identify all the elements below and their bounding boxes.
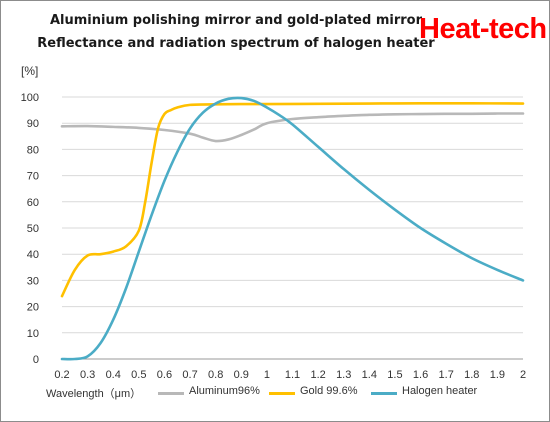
- y-tick-label-30: 30: [27, 275, 39, 287]
- x-tick-label-0.3: 0.3: [80, 369, 95, 381]
- x-tick-label-1.5: 1.5: [387, 369, 402, 381]
- legend-swatch-halogen: [371, 392, 397, 395]
- y-tick-label-90: 90: [27, 118, 39, 130]
- y-tick-label-100: 100: [21, 92, 39, 104]
- x-tick-label-1.1: 1.1: [285, 369, 300, 381]
- x-tick-label-1.7: 1.7: [439, 369, 454, 381]
- legend-swatch-gold: [269, 392, 295, 395]
- x-tick-label-1.3: 1.3: [336, 369, 351, 381]
- brand-logo-text: Heat-tech: [419, 13, 547, 45]
- y-tick-label-60: 60: [27, 197, 39, 209]
- chart-title-line-2: Reflectance and radiation spectrum of ha…: [37, 36, 435, 51]
- x-tick-label-1.4: 1.4: [362, 369, 377, 381]
- series-line-halogen: [60, 96, 525, 361]
- x-tick-label-0.9: 0.9: [234, 369, 249, 381]
- y-tick-label-50: 50: [27, 223, 39, 235]
- y-tick-label-20: 20: [27, 302, 39, 314]
- y-tick-label-70: 70: [27, 171, 39, 183]
- series-line-aluminum: [60, 112, 525, 143]
- y-tick-label-10: 10: [27, 328, 39, 340]
- x-tick-label-0.4: 0.4: [106, 369, 121, 381]
- x-tick-label-1: 1: [264, 369, 270, 381]
- x-tick-label-0.2: 0.2: [54, 369, 69, 381]
- chart-title-line-1: Aluminium polishing mirror and gold-plat…: [49, 13, 422, 28]
- x-tick-label-1.2: 1.2: [310, 369, 325, 381]
- x-tick-label-1.8: 1.8: [464, 369, 479, 381]
- y-tick-label-0: 0: [33, 354, 39, 366]
- x-tick-label-1.6: 1.6: [413, 369, 428, 381]
- x-tick-label-0.6: 0.6: [157, 369, 172, 381]
- y-tick-label-40: 40: [27, 249, 39, 261]
- legend-label-aluminum: Aluminum96%: [189, 385, 260, 397]
- x-tick-label-0.8: 0.8: [208, 369, 223, 381]
- legend-swatch-aluminum: [158, 392, 184, 395]
- x-tick-label-1.9: 1.9: [490, 369, 505, 381]
- y-axis-unit-label: [%]: [21, 64, 39, 78]
- y-tick-label-80: 80: [27, 144, 39, 156]
- legend-label-halogen: Halogen heater: [402, 385, 478, 397]
- legend-label-gold: Gold 99.6%: [300, 385, 358, 397]
- x-axis-label: Wavelength（μm）: [46, 388, 142, 400]
- series-line-gold: [60, 101, 525, 298]
- x-tick-label-0.7: 0.7: [182, 369, 197, 381]
- x-tick-label-2: 2: [520, 369, 526, 381]
- x-tick-label-0.5: 0.5: [131, 369, 146, 381]
